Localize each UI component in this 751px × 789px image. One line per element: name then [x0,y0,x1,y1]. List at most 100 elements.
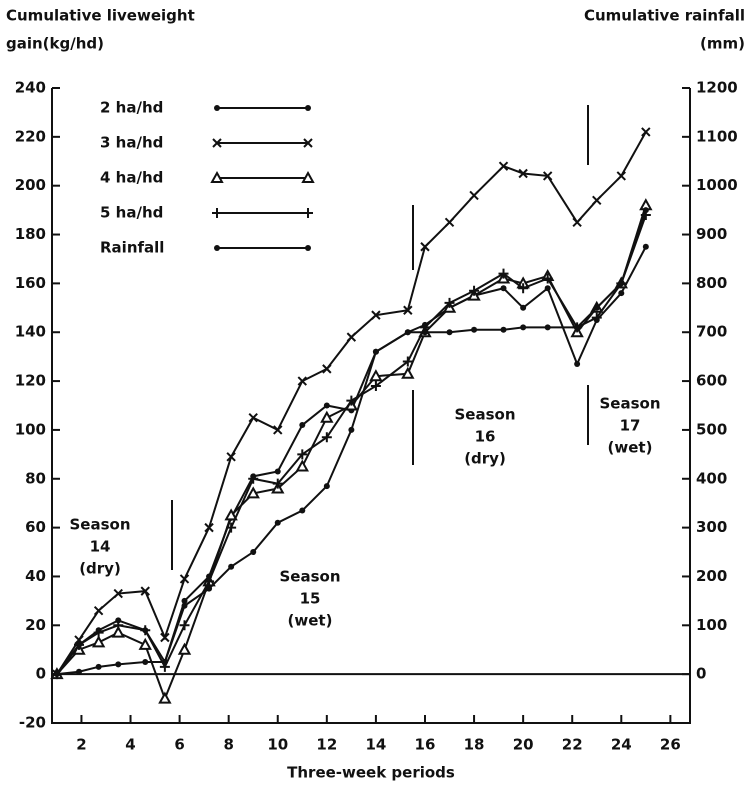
dot [299,422,306,429]
marker [323,402,330,409]
dot [500,326,507,333]
marker [212,208,222,218]
marker [204,522,214,533]
y-tick-label: 40 [25,567,46,585]
triangle [246,486,260,499]
plus [498,268,509,279]
plus [179,620,190,631]
marker [642,243,649,250]
marker [115,661,122,668]
marker [542,273,553,284]
annotation: Season [599,395,660,413]
plus [591,312,602,323]
annotation: 14 [90,538,111,556]
cross [248,413,258,423]
marker [248,473,259,484]
dot [214,105,220,111]
marker [140,625,151,636]
dot [404,329,411,336]
marker [420,242,430,252]
cross [572,217,582,228]
series-line [56,246,647,675]
plus [204,576,215,587]
dot [520,324,527,331]
dot [348,426,355,433]
y2-tick-label: 200 [696,567,727,585]
marker [444,297,455,308]
y2-tick-label: 700 [696,323,727,341]
dot [274,468,281,475]
y2-tick-label: 1000 [696,176,738,194]
marker [305,105,311,111]
x-tick-label: 12 [316,736,337,754]
marker [299,422,306,429]
cross [403,305,413,315]
marker [321,432,332,443]
annotation: Season [279,568,340,586]
cross [297,376,307,386]
marker [214,105,220,111]
y2-tick-label: 500 [696,420,727,438]
marker [642,207,649,214]
cross [140,586,150,596]
plus [297,449,308,460]
legend-label: 3 ha/hd [100,134,163,152]
marker [370,380,381,391]
marker [226,522,237,533]
marker [404,329,411,336]
dot [446,329,453,336]
marker [179,574,190,584]
marker [142,658,149,665]
annotation: (dry) [79,560,121,578]
marker [498,268,509,279]
triangle [138,637,152,650]
plus [212,208,222,218]
marker [641,127,651,137]
marker [348,426,355,433]
marker [593,304,600,311]
cross [303,138,313,148]
marker [346,332,357,342]
marker [177,642,192,655]
series-line [56,214,647,675]
marker [305,245,311,251]
cross [420,242,430,252]
marker [471,326,478,333]
annotation: (wet) [608,439,653,457]
plus [402,356,413,367]
cross [322,364,332,374]
marker [204,576,215,587]
y2-tick-label: 0 [696,665,706,683]
legend-label: Rainfall [100,239,164,257]
marker [113,620,124,631]
cross [346,332,357,342]
cross [160,632,170,643]
marker [498,161,509,171]
dot [471,326,478,333]
triangle [301,170,315,183]
marker [500,326,507,333]
triangle [91,635,106,648]
marker [301,170,315,183]
cross [592,195,602,206]
cross [273,425,283,435]
y-tick-label: 180 [15,225,46,243]
cross [518,168,528,179]
dot [323,402,330,409]
dot [520,304,527,311]
y-tick-label: 140 [15,323,46,341]
marker [544,285,551,292]
marker [140,586,150,596]
marker [273,425,283,435]
marker [303,138,313,148]
plus [113,620,124,631]
cross [371,310,381,320]
y2-axis-title: (mm) [700,35,745,53]
y-tick-label: 220 [15,127,46,145]
x-tick-label: 8 [223,736,233,754]
marker [113,588,123,599]
triangle [369,369,383,382]
plus [346,395,357,406]
marker [75,668,82,675]
y-tick-label: 120 [15,372,46,390]
